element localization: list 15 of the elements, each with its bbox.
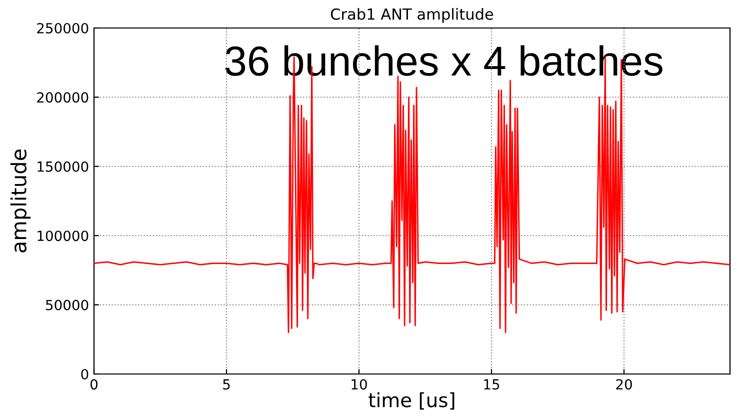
y-tick-label: 250000 <box>37 22 88 34</box>
x-axis-title: time [us] <box>368 392 454 410</box>
y-tick-label: 150000 <box>38 161 88 172</box>
y-tick-label: 0 <box>81 368 88 380</box>
y-tick-label: 50000 <box>46 300 88 310</box>
y-axis-title: amplitude <box>10 149 31 252</box>
x-tick-label: 20 <box>616 379 632 390</box>
x-tick-label: 15 <box>484 379 500 390</box>
chart-title: Crab1 ANT amplitude <box>330 8 494 23</box>
annotation: 36 bunches x 4 batches <box>225 45 662 76</box>
x-tick-label: 5 <box>223 379 230 390</box>
y-tick-label: 200000 <box>37 92 88 103</box>
x-tick-label: 0 <box>90 379 98 390</box>
x-tick-label: 10 <box>352 379 367 390</box>
y-tick-label: 100000 <box>38 230 88 242</box>
